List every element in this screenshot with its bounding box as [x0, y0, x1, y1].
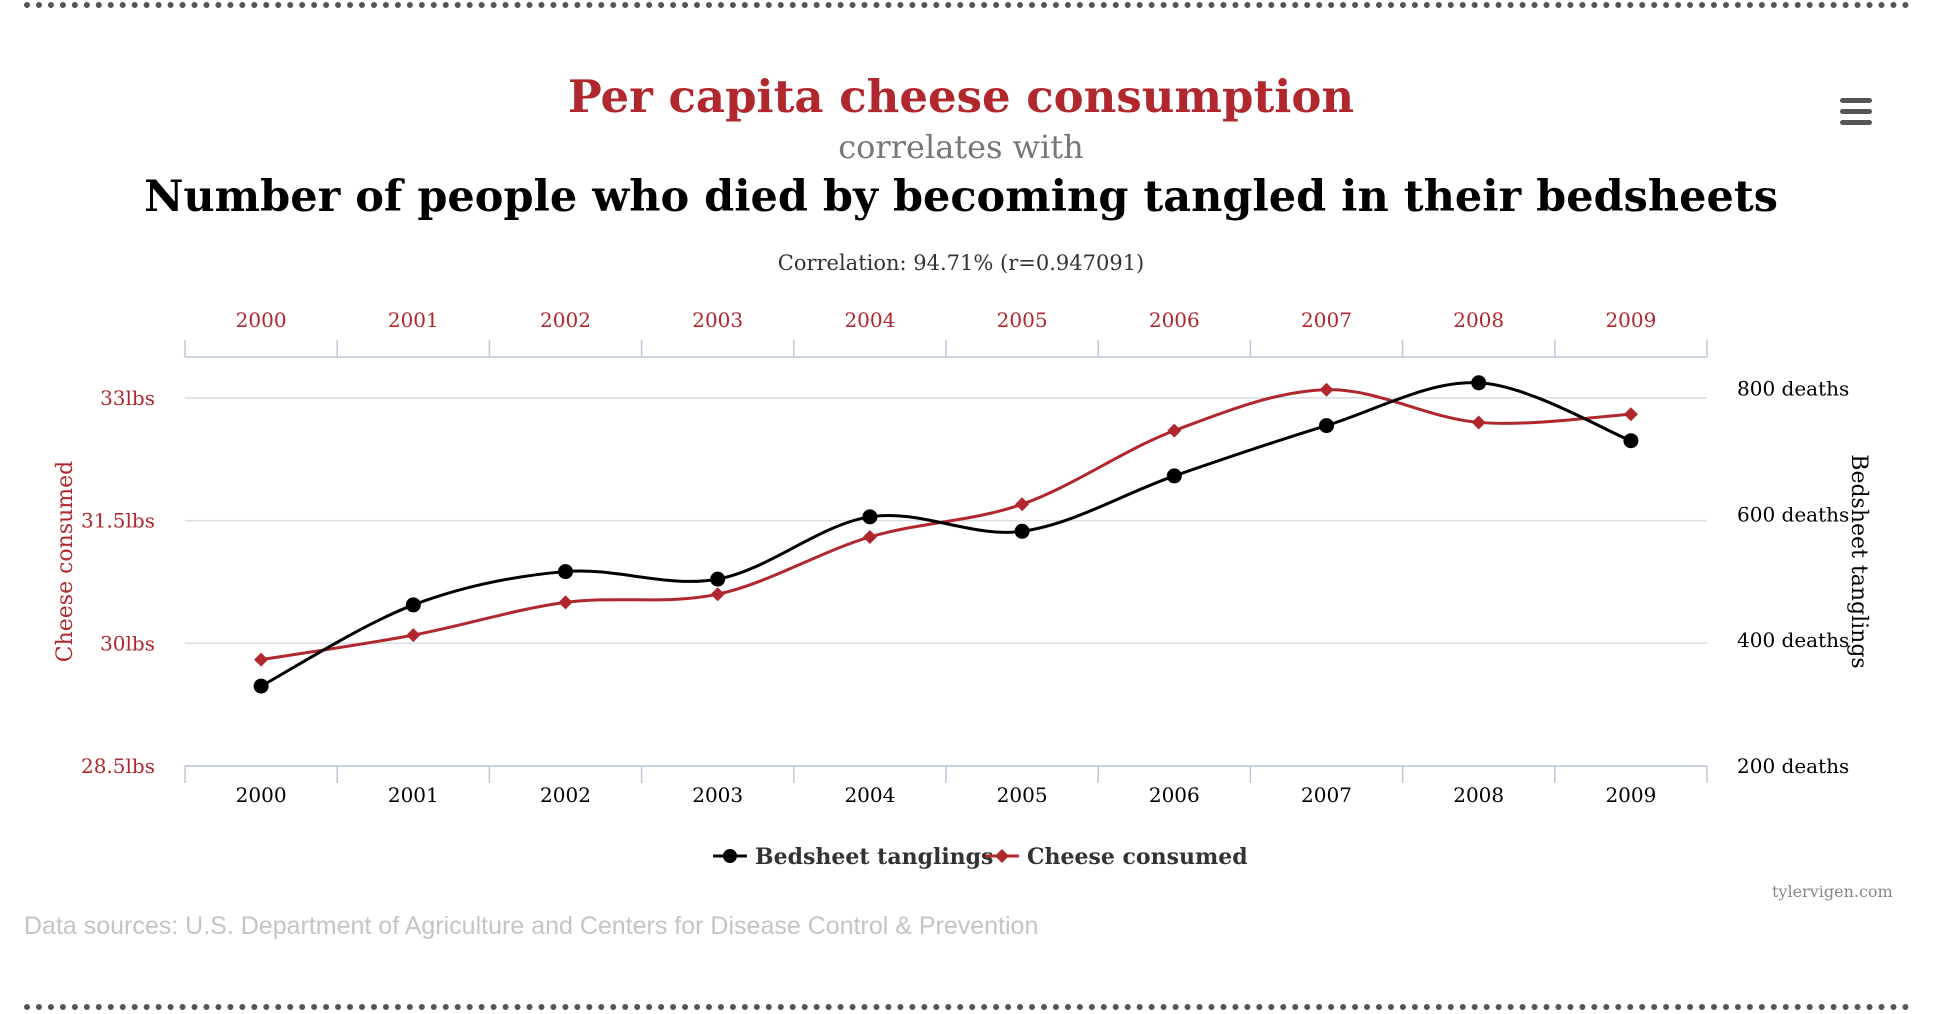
bottom-dotted-border — [24, 1004, 1910, 1010]
y-left-axis-title: Cheese consumed — [53, 461, 78, 663]
bedsheet-tanglings-point — [558, 564, 573, 580]
legend-marker-bedsheet-tanglings — [723, 849, 737, 863]
x-tick-label-top: 2001 — [388, 308, 439, 332]
cheese-consumed-line — [260, 388, 1631, 662]
x-tick-label-bottom: 2000 — [236, 783, 287, 807]
y-left-tick-label: 30lbs — [100, 631, 155, 655]
legend-label-cheese-consumed: Cheese consumed — [1027, 844, 1248, 870]
x-tick-label-top: 2004 — [844, 308, 895, 332]
hamburger-menu-icon[interactable] — [1838, 98, 1874, 126]
bedsheet-tanglings-point — [1471, 375, 1487, 391]
y-left-tick-label: 28.5lbs — [81, 754, 155, 778]
y-right-tick-label: 600 deaths — [1737, 502, 1849, 526]
cheese-consumed-point — [1167, 423, 1182, 438]
chart-title: Per capita cheese consumption — [567, 70, 1355, 123]
top-dotted-border — [24, 2, 1910, 8]
legend-marker-cheese-consumed — [995, 849, 1009, 863]
x-tick-label-bottom: 2009 — [1605, 783, 1656, 807]
menu-bar-line — [1840, 109, 1872, 114]
bedsheet-tanglings-point — [710, 571, 726, 587]
y-right-tick-label: 200 deaths — [1737, 754, 1849, 778]
title-connector: correlates with — [838, 128, 1084, 166]
cheese-consumed-point — [1471, 415, 1486, 430]
y-right-axis-title: Bedsheet tanglings — [1846, 454, 1871, 668]
data-sources-note: Data sources: U.S. Department of Agricul… — [24, 912, 1039, 940]
cheese-consumed-point — [406, 628, 421, 643]
bedsheet-tanglings-point — [1319, 418, 1334, 434]
y-left-tick-label: 31.5lbs — [81, 509, 155, 533]
x-tick-label-top: 2009 — [1605, 308, 1656, 332]
bedsheet-tanglings-point — [1166, 468, 1182, 484]
cheese-consumed-point — [1319, 382, 1334, 397]
bedsheet-tanglings-point — [253, 678, 269, 694]
x-tick-label-top: 2007 — [1301, 308, 1352, 332]
bedsheet-tanglings-point — [1014, 523, 1030, 539]
x-tick-label-top: 2005 — [997, 308, 1048, 332]
x-tick-label-bottom: 2008 — [1453, 783, 1504, 807]
x-tick-label-bottom: 2002 — [540, 783, 591, 807]
cheese-consumed-point — [862, 529, 877, 544]
x-tick-label-bottom: 2003 — [692, 783, 743, 807]
cheese-consumed-point — [710, 587, 725, 602]
y-right-tick-label: 400 deaths — [1737, 628, 1849, 652]
chart-subtitle: Number of people who died by becoming ta… — [144, 172, 1778, 222]
x-tick-label-bottom: 2004 — [844, 783, 895, 807]
correlation-label: Correlation: 94.71% (r=0.947091) — [777, 251, 1145, 275]
x-tick-label-top: 2000 — [236, 308, 287, 332]
x-tick-label-bottom: 2005 — [997, 783, 1048, 807]
x-tick-label-top: 2002 — [540, 308, 591, 332]
bedsheet-tanglings-point — [862, 509, 878, 525]
cheese-consumed-point — [1623, 407, 1638, 422]
menu-bar-line — [1840, 120, 1872, 125]
menu-bar-line — [1840, 98, 1872, 103]
legend-label-bedsheet-tanglings: Bedsheet tanglings — [755, 844, 993, 870]
cheese-consumed-point — [254, 652, 269, 667]
x-tick-label-bottom: 2006 — [1149, 783, 1200, 807]
site-credit[interactable]: tylervigen.com — [1772, 882, 1893, 901]
bedsheet-tanglings-line — [260, 381, 1632, 688]
x-tick-label-top: 2006 — [1149, 308, 1200, 332]
x-tick-label-bottom: 2007 — [1301, 783, 1352, 807]
x-tick-label-bottom: 2001 — [388, 783, 439, 807]
y-left-tick-label: 33lbs — [100, 386, 155, 410]
cheese-consumed-point — [1015, 497, 1030, 512]
bedsheet-tanglings-point — [405, 597, 421, 613]
cheese-consumed-point — [558, 595, 573, 610]
x-tick-label-top: 2003 — [692, 308, 743, 332]
x-tick-label-top: 2008 — [1453, 308, 1504, 332]
bedsheet-tanglings-point — [1623, 433, 1639, 449]
y-right-tick-label: 800 deaths — [1737, 376, 1849, 400]
